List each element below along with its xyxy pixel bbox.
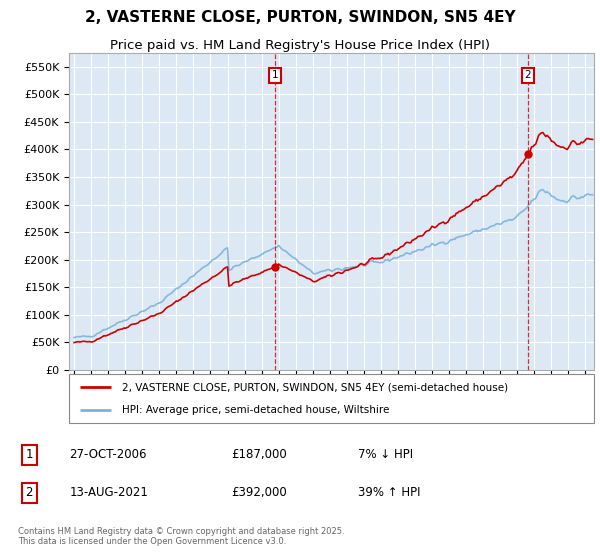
Text: Price paid vs. HM Land Registry's House Price Index (HPI): Price paid vs. HM Land Registry's House …: [110, 39, 490, 52]
Text: £187,000: £187,000: [231, 448, 287, 461]
Text: HPI: Average price, semi-detached house, Wiltshire: HPI: Average price, semi-detached house,…: [121, 405, 389, 415]
Text: 1: 1: [272, 70, 278, 80]
Text: 2, VASTERNE CLOSE, PURTON, SWINDON, SN5 4EY: 2, VASTERNE CLOSE, PURTON, SWINDON, SN5 …: [85, 11, 515, 25]
Text: 27-OCT-2006: 27-OCT-2006: [70, 448, 147, 461]
Text: 2: 2: [524, 70, 531, 80]
Text: 2, VASTERNE CLOSE, PURTON, SWINDON, SN5 4EY (semi-detached house): 2, VASTERNE CLOSE, PURTON, SWINDON, SN5 …: [121, 382, 508, 393]
Text: 2: 2: [26, 487, 33, 500]
FancyBboxPatch shape: [69, 374, 594, 423]
Text: 13-AUG-2021: 13-AUG-2021: [70, 487, 148, 500]
Text: 7% ↓ HPI: 7% ↓ HPI: [358, 448, 413, 461]
Text: £392,000: £392,000: [231, 487, 287, 500]
Text: 1: 1: [26, 448, 33, 461]
Text: 39% ↑ HPI: 39% ↑ HPI: [358, 487, 420, 500]
Text: Contains HM Land Registry data © Crown copyright and database right 2025.
This d: Contains HM Land Registry data © Crown c…: [18, 527, 344, 547]
